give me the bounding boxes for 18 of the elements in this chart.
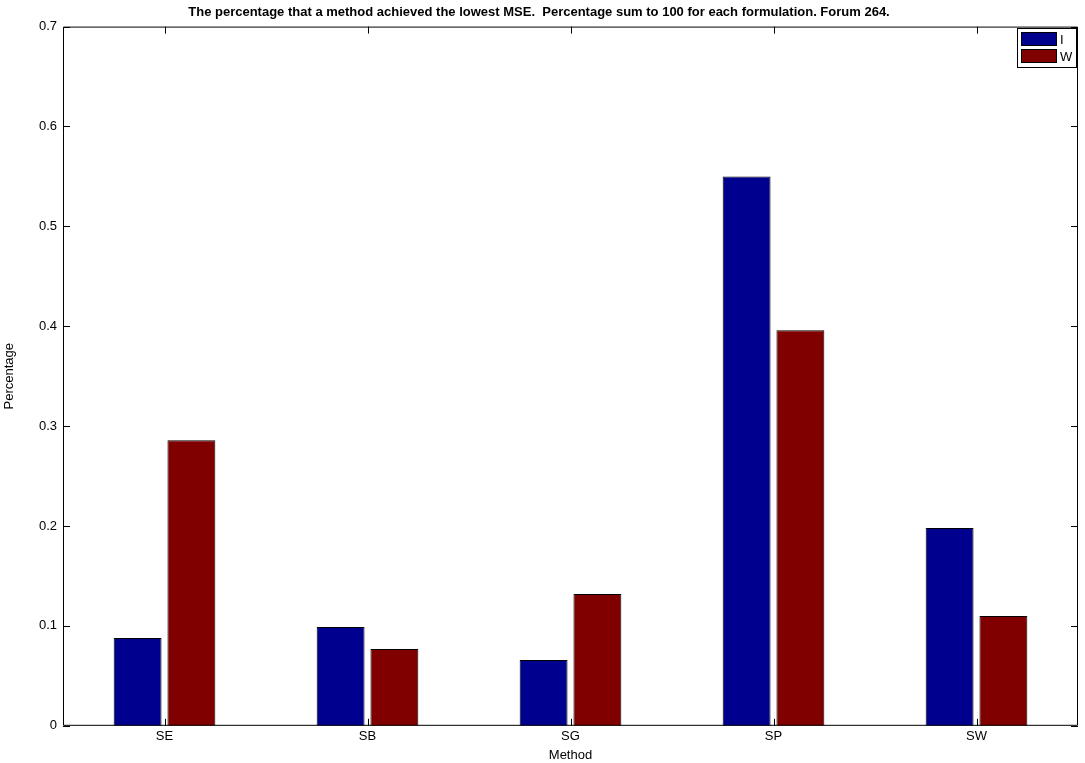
x-tick-label: SP xyxy=(764,728,783,744)
y-tick-label: 0 xyxy=(49,717,57,733)
y-tick-label: 0.5 xyxy=(38,217,57,233)
legend-label: I xyxy=(1060,31,1064,47)
x-tick-label: SG xyxy=(561,728,580,744)
y-tick-label: 0.2 xyxy=(38,517,57,533)
y-tick-label: 0.7 xyxy=(38,18,57,34)
y-axis-title: Percentage xyxy=(1,342,17,410)
y-tick-label: 0.6 xyxy=(38,118,57,134)
legend-label: W xyxy=(1060,48,1073,64)
y-tick-label: 0.4 xyxy=(38,317,57,333)
y-tick-label: 0.3 xyxy=(38,417,57,433)
x-axis-title: Method xyxy=(548,746,593,762)
x-tick-label: SB xyxy=(358,728,377,744)
x-tick-label: SW xyxy=(966,728,988,744)
chart-title: The percentage that a method achieved the lowest MSE. Percentage sum to 100 for each formulation. Forum 264. xyxy=(188,4,890,20)
x-tick-label: SE xyxy=(155,728,174,744)
y-tick-label: 0.1 xyxy=(38,617,57,633)
